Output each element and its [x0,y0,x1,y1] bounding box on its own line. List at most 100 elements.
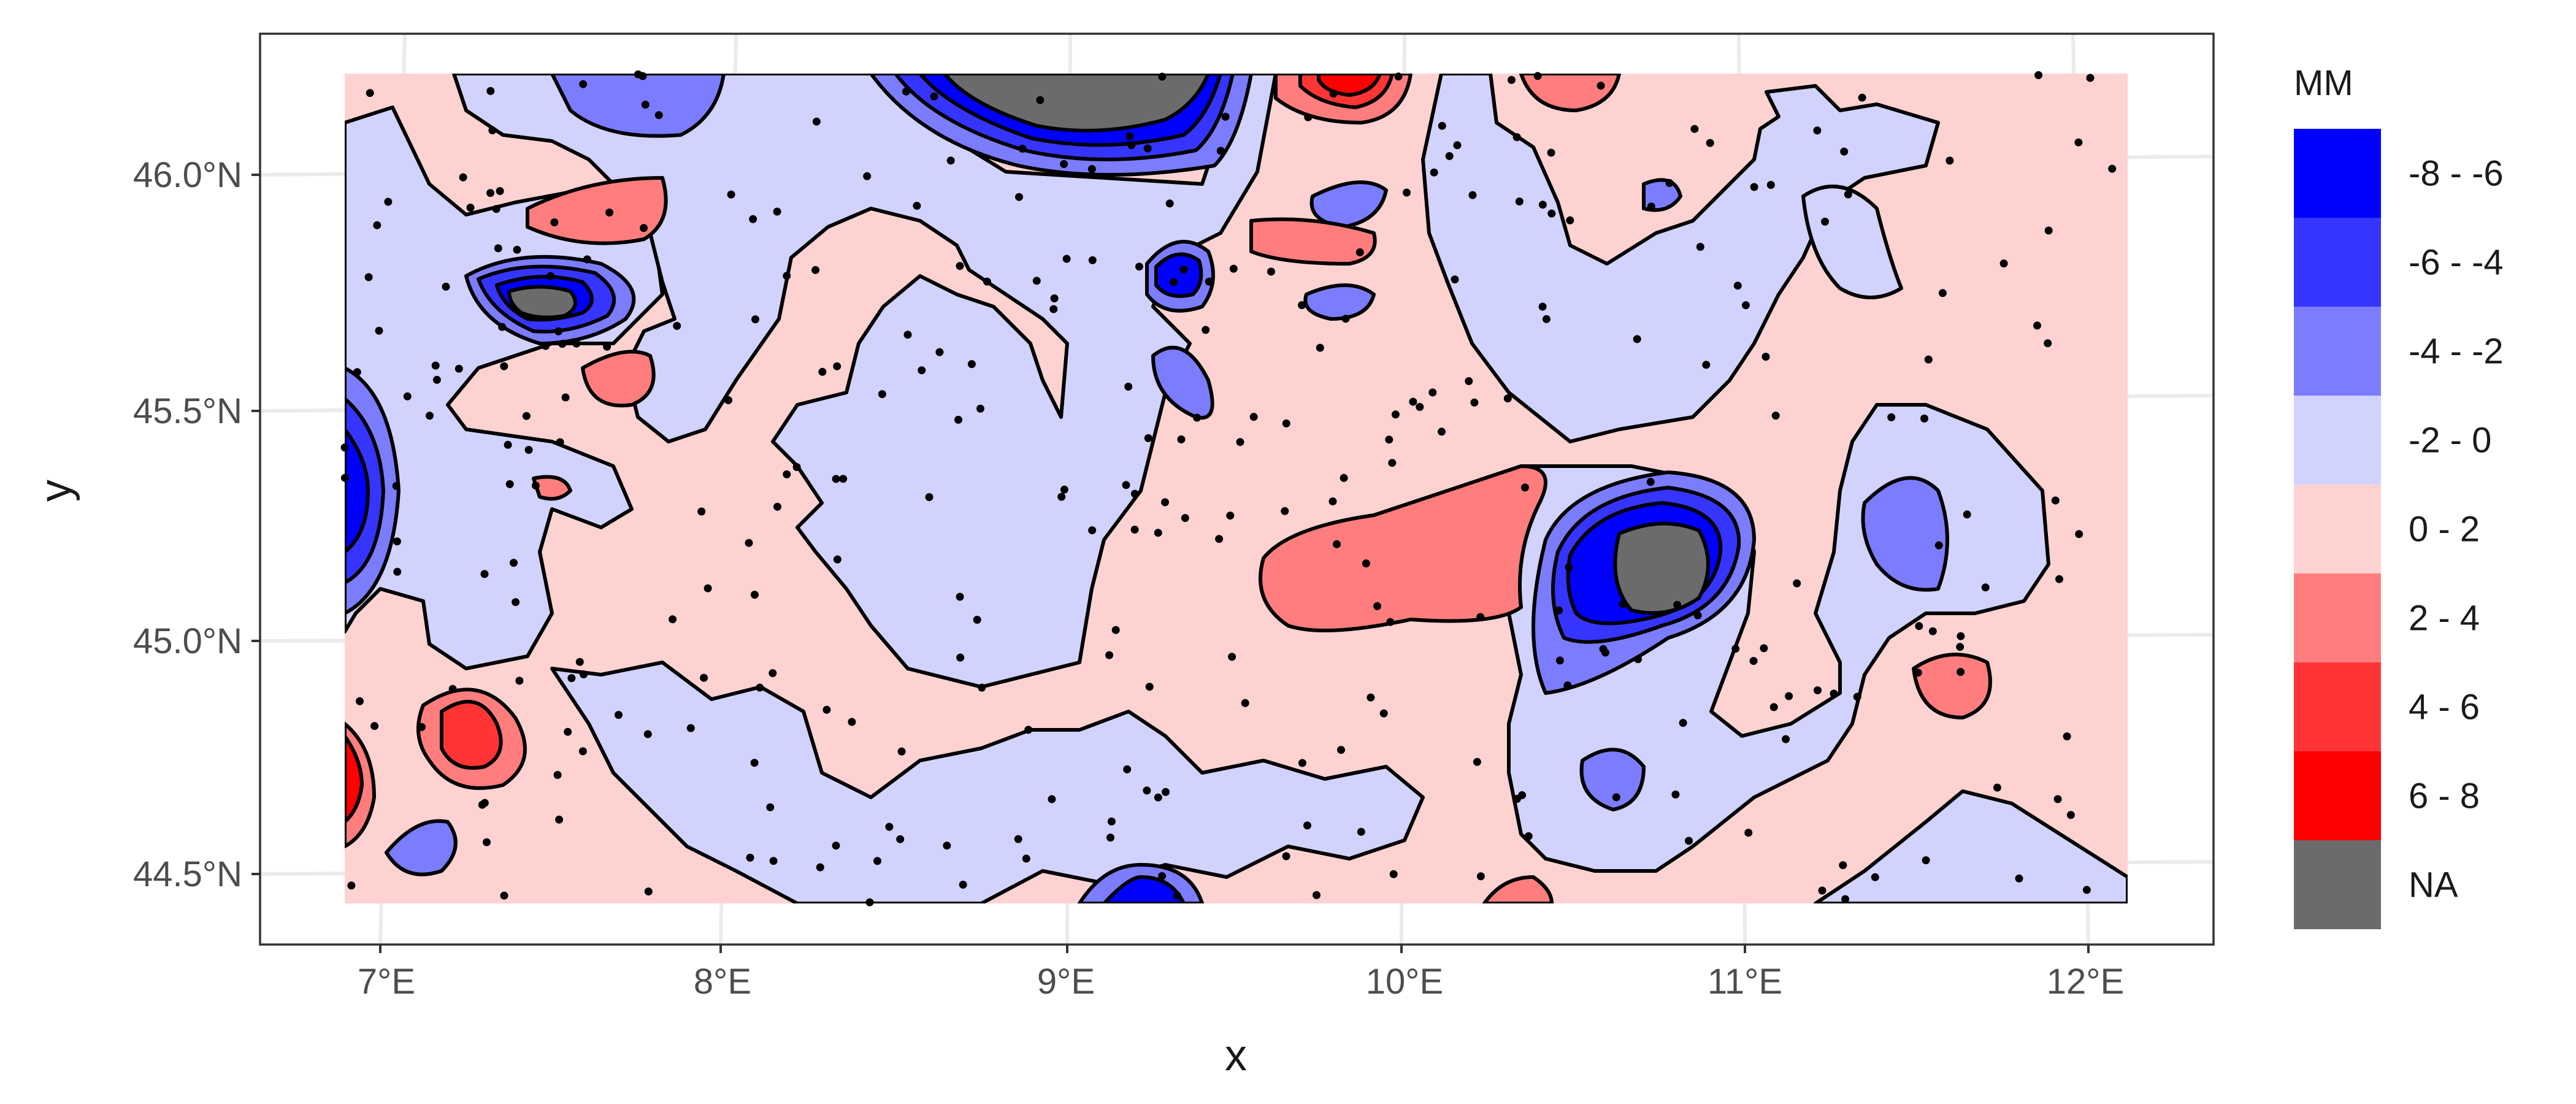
station-point [896,835,905,843]
station-point [579,80,588,88]
station-point [1782,735,1790,743]
x-tick-label: 12°E [2047,962,2124,1002]
legend-swatch [2294,129,2381,218]
station-point [700,673,708,682]
station-point [878,390,886,399]
station-point [505,480,514,488]
station-point [946,156,955,165]
station-point [1871,873,1879,881]
station-point [486,86,495,95]
station-point [558,340,567,348]
region-2-4-b [1249,217,1377,266]
station-point [1938,289,1947,297]
legend-label: -2 - 0 [2409,421,2491,461]
station-point [745,539,753,547]
station-point [654,111,663,120]
station-point [818,367,827,376]
station-point [1844,190,1852,199]
data-points [340,70,2117,907]
station-point [2051,496,2060,505]
station-point [1453,141,1462,150]
station-point [1018,144,1027,153]
station-point [792,463,801,471]
y-tick-label: 44.5°N [133,854,242,894]
station-point [1341,315,1350,323]
station-point [1379,709,1388,718]
station-point [697,507,706,516]
station-point [353,368,361,377]
station-point [486,189,494,197]
station-point [2033,321,2041,330]
station-point [1503,394,1512,403]
station-point [1340,473,1348,482]
station-point [1451,275,1459,284]
station-point [1520,483,1529,492]
station-point [1060,160,1068,168]
station-point [2015,874,2023,883]
station-point [531,481,540,490]
station-point [727,190,735,199]
legend-items: -8 - -6 -6 - -4 -4 - -2 -2 - 0 0 - 2 2 - 4 4 -… [2294,129,2504,929]
station-point [564,727,572,736]
station-point [1221,112,1230,121]
station-point [1733,282,1742,290]
y-tick-label: 46.0°N [133,155,242,195]
y-axis-labels: 44.5°N 45.0°N 45.5°N 46.0°N [133,155,242,894]
station-point [1226,512,1235,520]
region-2-4-c [1519,74,1621,112]
station-point [686,724,695,732]
station-point [1282,852,1290,861]
station-point [1671,790,1680,799]
plot-panel [259,33,2215,946]
station-point [1853,692,1861,701]
station-point [498,323,507,331]
high-north [1274,74,1413,125]
station-point [1476,872,1485,881]
station-point [488,126,497,134]
station-point [1062,255,1071,263]
station-point [1547,209,1556,218]
station-point [492,205,500,213]
station-point [1957,632,1965,640]
station-point [1438,121,1446,130]
station-point [370,722,379,730]
station-point [833,362,841,370]
station-point [1165,199,1174,208]
station-point [750,759,759,767]
station-point [1143,786,1151,795]
station-point [773,207,781,216]
x-tick-label: 8°E [694,962,751,1002]
station-point [1316,343,1324,352]
station-point [454,364,463,373]
station-point [1177,435,1186,443]
station-point [1993,783,2001,792]
region-2-4-d [1912,653,1992,719]
station-point [1145,683,1154,691]
station-point [1389,870,1398,878]
station-point [1328,497,1337,505]
station-point [459,173,467,182]
region-2-4-f [532,475,572,501]
station-point [1193,413,1202,422]
station-point [1373,602,1381,610]
station-point [1750,183,1758,191]
station-point [1127,141,1136,150]
station-point [442,282,450,291]
station-point [1507,75,1516,84]
station-point [1818,886,1827,895]
station-point [1135,263,1143,271]
station-point [1465,377,1473,385]
station-point [1357,827,1365,836]
station-point [640,224,648,232]
station-point [1565,563,1573,572]
x-axis-ticks [379,945,2090,953]
station-point [1563,681,1572,689]
legend-label: 0 - 2 [2409,510,2480,550]
station-point [1665,178,1674,187]
station-point [1122,481,1130,489]
station-point [1087,165,1096,174]
legend-swatch [2294,218,2381,307]
x-axis-title: x [1225,1031,1247,1080]
station-point [1107,817,1116,826]
station-point [554,327,562,335]
